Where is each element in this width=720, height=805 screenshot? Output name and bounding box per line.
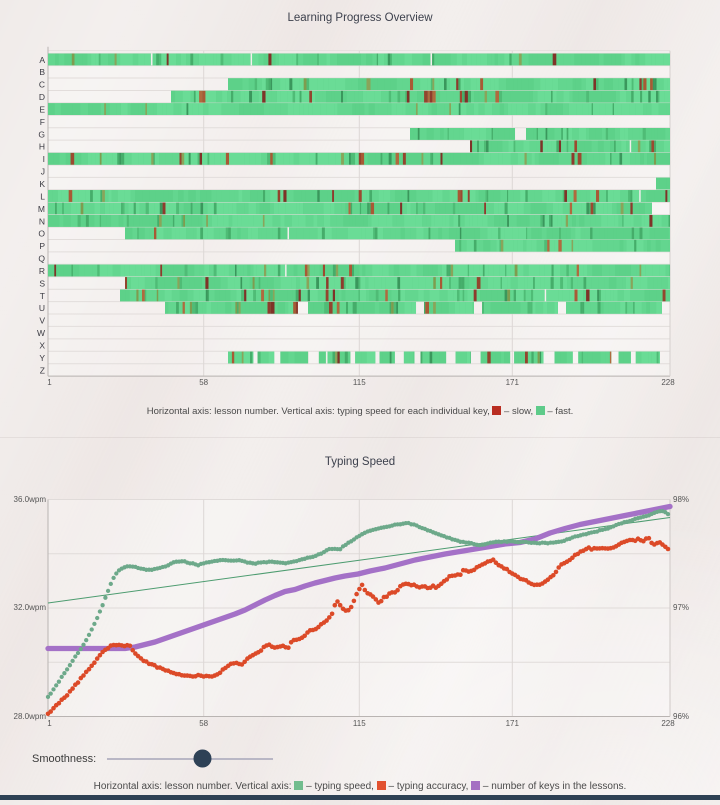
svg-text:V: V	[39, 316, 45, 326]
svg-text:58: 58	[199, 719, 208, 728]
svg-text:N: N	[39, 216, 45, 226]
svg-text:C: C	[39, 80, 45, 90]
svg-text:X: X	[39, 341, 45, 351]
svg-text:Q: Q	[38, 254, 45, 264]
svg-text:F: F	[40, 117, 45, 127]
svg-text:1: 1	[47, 719, 52, 728]
svg-text:K: K	[39, 179, 45, 189]
svg-text:228: 228	[661, 719, 675, 728]
svg-text:Smoothness:: Smoothness:	[32, 753, 96, 765]
svg-text:U: U	[39, 303, 45, 313]
svg-text:58: 58	[199, 378, 208, 387]
svg-text:O: O	[38, 229, 45, 239]
svg-text:L: L	[40, 191, 45, 201]
svg-text:228: 228	[661, 378, 675, 387]
svg-text:J: J	[41, 167, 45, 177]
svg-text:28.0wpm: 28.0wpm	[14, 712, 47, 721]
svg-text:32.0wpm: 32.0wpm	[14, 603, 47, 612]
svg-text:G: G	[38, 129, 45, 139]
svg-text:Y: Y	[39, 353, 45, 363]
svg-text:P: P	[39, 241, 45, 251]
svg-text:I: I	[43, 154, 45, 164]
svg-text:M: M	[38, 204, 45, 214]
svg-text:W: W	[37, 328, 45, 338]
svg-text:R: R	[39, 266, 45, 276]
svg-text:D: D	[39, 92, 45, 102]
svg-text:T: T	[40, 291, 45, 301]
svg-text:97%: 97%	[673, 603, 689, 612]
svg-text:115: 115	[353, 378, 366, 387]
svg-text:Typing Speed: Typing Speed	[325, 456, 395, 468]
svg-text:E: E	[39, 105, 45, 115]
svg-text:171: 171	[506, 719, 520, 728]
svg-text:Learning Progress Overview: Learning Progress Overview	[287, 12, 433, 24]
svg-text:96%: 96%	[673, 712, 689, 721]
svg-text:1: 1	[47, 378, 52, 387]
svg-text:S: S	[39, 278, 45, 288]
svg-text:98%: 98%	[673, 495, 689, 504]
svg-text:A: A	[39, 55, 45, 65]
svg-text:H: H	[39, 142, 45, 152]
svg-text:36.0wpm: 36.0wpm	[14, 495, 47, 504]
svg-text:Z: Z	[40, 365, 45, 375]
svg-text:115: 115	[353, 719, 366, 728]
svg-text:171: 171	[506, 378, 520, 387]
svg-text:B: B	[39, 67, 45, 77]
